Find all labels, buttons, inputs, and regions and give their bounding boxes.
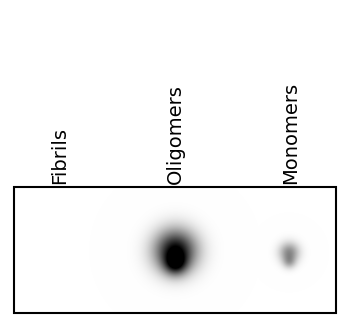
Text: Monomers: Monomers bbox=[281, 82, 300, 184]
Text: Oligomers: Oligomers bbox=[166, 84, 184, 184]
Bar bbox=[14, 187, 336, 313]
Text: Fibrils: Fibrils bbox=[50, 127, 69, 184]
